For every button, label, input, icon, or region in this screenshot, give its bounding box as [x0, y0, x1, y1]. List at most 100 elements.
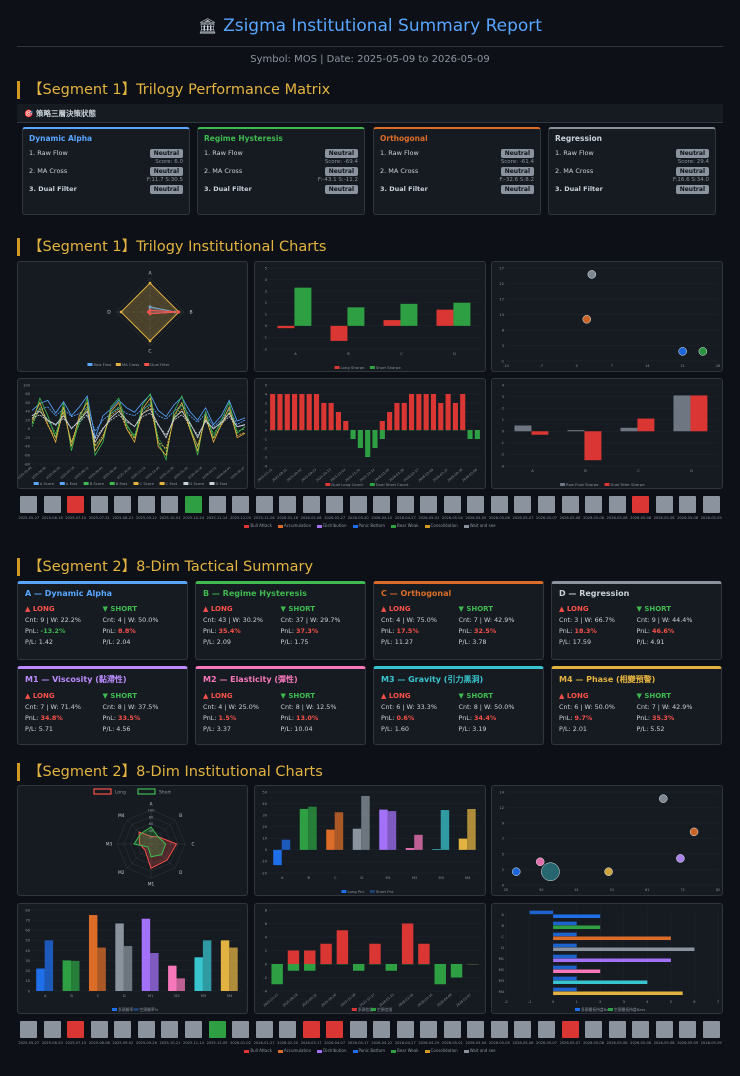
status-badge: Neutral	[324, 148, 358, 158]
short-pnl: PnL: 34.4%	[459, 713, 537, 724]
long-count: Cnt: 9 | W: 22.2%	[25, 616, 81, 624]
regime-cell-date: 2026-05-08	[653, 1041, 675, 1045]
x-tick-label: 82	[716, 888, 720, 892]
legend-swatch	[463, 524, 469, 528]
regime-cell	[443, 496, 461, 513]
radar-axis-label: M2	[118, 870, 125, 875]
bar	[553, 954, 577, 959]
x-tick-label: C	[400, 352, 403, 356]
trilogy-row-detail: Score: -61.4	[500, 159, 534, 165]
bar	[306, 394, 312, 430]
short-count: Cnt: 8 | W: 12.5%	[280, 703, 337, 711]
regime-cell	[655, 496, 673, 513]
bar	[97, 947, 106, 991]
x-tick-label: 21	[681, 364, 685, 368]
bar	[387, 412, 393, 430]
short-pnl-value: 33.5%	[118, 714, 141, 722]
x-tick-label: 2	[599, 1000, 601, 1004]
y-tick-label: -3	[500, 464, 504, 468]
x-tick-label: -2	[504, 1000, 508, 1004]
y-tick-label: M1	[499, 957, 504, 961]
bar	[330, 325, 348, 341]
long-pnl-value: -13.2%	[40, 627, 66, 635]
regime-cell-date: 2025-12-09	[206, 1041, 228, 1045]
y-tick-label: -4	[263, 989, 267, 993]
y-tick-label: -40	[24, 445, 31, 449]
bar	[387, 811, 397, 850]
short-column: ▼ SHORT Cnt: 4 | W: 50.0% PnL: 8.8% P/L:…	[103, 604, 181, 648]
long-pnl-value: 18.3%	[574, 627, 597, 635]
seg2-summary-heading: 【Segment 2】8-Dim Tactical Summary	[17, 558, 313, 576]
regime-cell	[67, 496, 85, 513]
regime-cell-date: 2025-07-15	[65, 1041, 87, 1045]
scatter-point	[512, 867, 521, 876]
bar	[529, 910, 554, 915]
y-tick-label: 27	[499, 266, 504, 270]
bar	[299, 808, 309, 850]
short-label: ▼ SHORT	[458, 605, 494, 613]
y-tick-label: 0	[265, 962, 268, 966]
bar	[271, 964, 283, 985]
seg2-regime-strip: 2025-05-27 2025-06-20 2025-07-15 2025-08-08…	[17, 1021, 723, 1055]
bar	[334, 812, 344, 850]
regime-cell	[232, 496, 250, 513]
x-tick-label: 2026-04-08	[436, 993, 453, 1008]
y-tick-label: 14	[499, 790, 504, 794]
regime-legend-item: Wait and see	[463, 523, 496, 528]
y-tick-label: 4	[265, 935, 268, 939]
regime-legend-item: Distribution	[317, 523, 347, 528]
dimension-card-title: M4 — Phase (相變預警)	[559, 675, 656, 684]
y-tick-label: 8	[265, 908, 268, 912]
regime-cell	[467, 1021, 485, 1038]
radar-axis-label: M4	[118, 813, 125, 818]
short-pnl: PnL: 46.6%	[637, 626, 715, 637]
regime-cell	[90, 1021, 108, 1038]
seg1-scatter-panel: -2 3 8 13 17 22 27 -14 -7 0 7 14 21 28	[491, 261, 723, 372]
bank-icon: 🏛	[198, 17, 218, 35]
trilogy-row-detail	[380, 194, 534, 202]
x-tick-label: 2025-07-27	[263, 993, 280, 1008]
dimension-card: M4 — Phase (相變預警) ▲ LONG Cnt: 6 | W: 50.…	[551, 666, 722, 745]
x-tick-label: A	[281, 876, 284, 880]
trilogy-row-label: 2. MA Cross	[204, 167, 243, 175]
trilogy-row-label: 3. Dual Filter	[29, 185, 77, 193]
seg1-lines-panel: -80 -60 -40 -20 0 20 40 60 80 100 2025-05-09 2025-0…	[17, 378, 248, 489]
regime-legend-item: Panic Bottom	[352, 1048, 385, 1053]
bar	[202, 940, 212, 991]
bar	[690, 395, 708, 432]
x-tick-label: -7	[540, 364, 543, 368]
x-tick-label: 2026-01-22	[173, 466, 189, 480]
bar	[292, 394, 298, 430]
pnl-prefix: PnL:	[381, 714, 397, 722]
radar-tick-label: 60	[149, 822, 154, 826]
y-tick-label: A	[502, 913, 505, 917]
y-tick-label: 3	[265, 401, 267, 405]
y-tick-label: 1	[265, 313, 267, 317]
trilogy-row-label: 3. Dual Filter	[204, 185, 252, 193]
y-tick-label: 0	[502, 883, 505, 887]
legend-label: Panic Bottom	[358, 1048, 385, 1053]
status-badge: Neutral	[149, 166, 183, 176]
radar-point	[148, 312, 152, 316]
bar	[400, 303, 418, 326]
short-column: ▼ SHORT Cnt: 8 | W: 50.0% PnL: 34.4% P/L…	[459, 691, 537, 735]
short-profit-factor: P/L: 10.04	[280, 725, 313, 733]
bar	[620, 427, 638, 432]
trilogy-row-detail	[29, 194, 183, 202]
regime-legend-item: Bear Weak	[391, 523, 419, 528]
bar	[123, 946, 133, 991]
legend-label: Accumulation	[283, 1048, 312, 1053]
y-tick-label: M2	[499, 968, 504, 972]
line-series	[31, 405, 246, 450]
trilogy-row-label: 3. Dual Filter	[555, 185, 603, 193]
short-label: ▼ SHORT	[636, 605, 672, 613]
bar	[401, 923, 414, 964]
regime-cell-date: 2026-05-07	[536, 1041, 557, 1045]
trilogy-row-label: 2. MA Cross	[29, 167, 68, 175]
short-count: Cnt: 7 | W: 42.9%	[636, 703, 693, 711]
bar	[361, 795, 370, 850]
y-tick-label: 20	[25, 969, 30, 973]
y-tick-label: -2	[263, 347, 267, 351]
short-count: Cnt: 7 | W: 42.9%	[458, 616, 515, 624]
long-column: ▲ LONG Cnt: 4 | W: 75.0% PnL: 17.5% P/L:…	[381, 604, 459, 648]
